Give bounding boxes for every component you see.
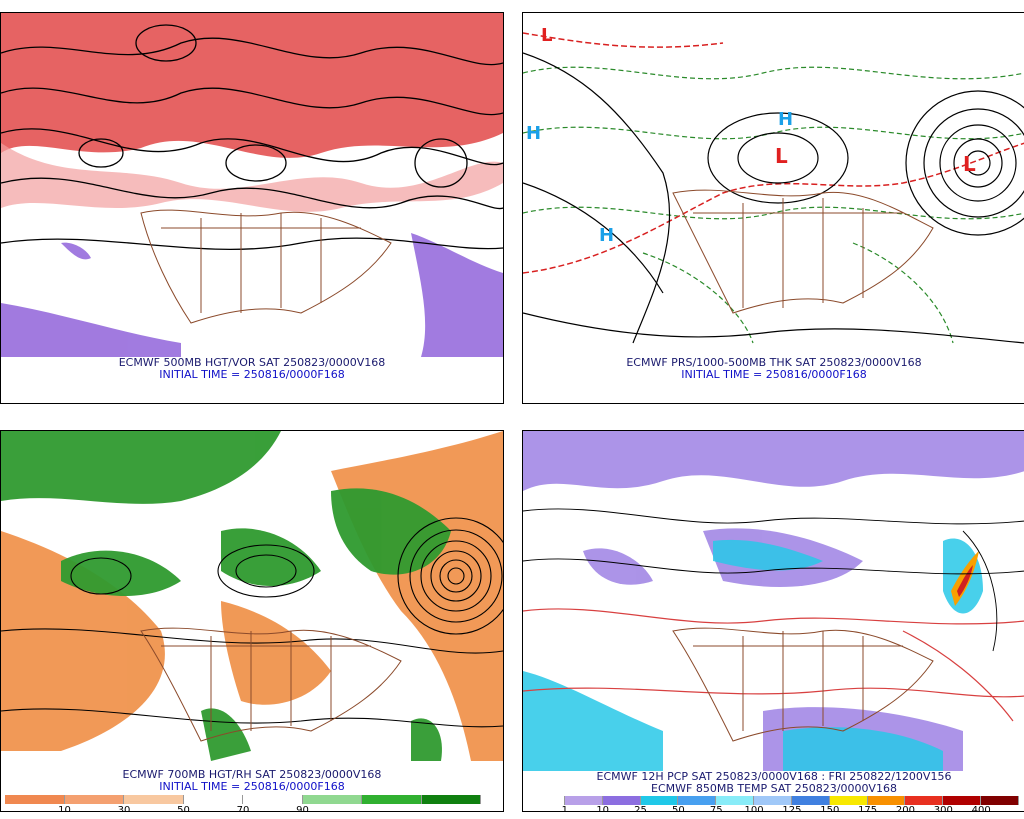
colorbar-tick-label: 150 — [820, 805, 840, 812]
colorbar-tick-label: 50 — [672, 805, 685, 812]
caption-line1: ECMWF PRS/1000-500MB THK SAT 250823/0000… — [626, 356, 922, 369]
vorticity-map — [1, 13, 503, 357]
colorbar-swatch — [64, 795, 124, 804]
svg-text:L: L — [963, 152, 976, 176]
colorbar-tick-label: 30 — [117, 805, 131, 812]
colorbar-tick-label: 90 — [296, 805, 309, 812]
colorbar-swatch — [905, 796, 944, 805]
colorbar-tick-label: 25 — [634, 805, 647, 812]
svg-text:L: L — [775, 144, 788, 168]
caption-line2: INITIAL TIME = 250816/0000F168 — [681, 368, 867, 381]
precip-map — [523, 431, 1024, 771]
panel-700mb-rh: ECMWF 700MB HGT/RH SAT 250823/0000V168 I… — [0, 430, 504, 812]
colorbar-tick-label: 200 — [895, 805, 915, 812]
colorbar-swatch — [243, 795, 303, 804]
colorbar-swatch — [678, 796, 717, 805]
colorbar-tick-label: 400 — [971, 805, 991, 812]
colorbar-tick-label: 1 — [561, 805, 569, 812]
colorbar-swatch — [183, 795, 243, 804]
caption-line2: ECMWF 850MB TEMP SAT 250823/0000V168 — [651, 782, 897, 795]
colorbar-tick-label: 50 — [177, 805, 190, 812]
colorbar-tick-label: 100 — [744, 805, 764, 812]
caption-line1: ECMWF 500MB HGT/VOR SAT 250823/0000V168 — [118, 356, 386, 369]
svg-text:H: H — [778, 109, 793, 130]
high-pressure-label: H — [526, 123, 541, 144]
colorbar-swatch — [527, 796, 565, 805]
colorbar-tick-label: 75 — [709, 805, 723, 812]
colorbar-tick-label: 10 — [596, 805, 610, 812]
colorbar-swatch — [867, 796, 906, 805]
precip-colorbar — [527, 796, 1019, 805]
colorbar-swatch — [124, 795, 184, 804]
caption-line2: INITIAL TIME = 250816/0000F168 — [159, 780, 345, 793]
colorbar-swatch — [943, 796, 982, 805]
colorbar-swatch — [981, 796, 1019, 805]
caption-line1: ECMWF 700MB HGT/RH SAT 250823/0000V168 — [122, 768, 382, 781]
colorbar-swatch — [602, 796, 641, 805]
rh-colorbar — [5, 795, 481, 804]
colorbar-swatch — [362, 795, 422, 804]
colorbar-swatch — [829, 796, 868, 805]
panel-precip-temp: ECMWF 12H PCP SAT 250823/0000V168 : FRI … — [522, 430, 1024, 812]
colorbar-swatch — [716, 796, 755, 805]
colorbar-tick-label: 10 — [58, 805, 71, 812]
colorbar-tick-label: 125 — [782, 805, 802, 812]
colorbar-swatch — [640, 796, 679, 805]
colorbar-swatch — [754, 796, 792, 805]
rh-map — [1, 431, 503, 771]
colorbar-tick-label: 175 — [858, 805, 878, 812]
caption-line2: INITIAL TIME = 250816/0000F168 — [159, 368, 345, 381]
panel-500mb-vorticity: ECMWF 500MB HGT/VOR SAT 250823/0000V168 … — [0, 12, 504, 404]
colorbar-swatch — [421, 795, 481, 804]
panel-pressure-thickness: L L L H H H ECMWF PRS/1000-500MB THK SAT… — [522, 12, 1024, 404]
svg-text:H: H — [599, 225, 614, 246]
colorbar-swatch — [791, 796, 830, 805]
colorbar-swatch — [564, 796, 603, 805]
colorbar-tick-label: 70 — [236, 805, 250, 812]
caption-line1: ECMWF 12H PCP SAT 250823/0000V168 : FRI … — [596, 770, 952, 783]
colorbar-tick-label: 300 — [933, 805, 953, 812]
colorbar-swatch — [5, 795, 65, 804]
colorbar-swatch — [302, 795, 362, 804]
pressure-map: L L L H H H — [523, 13, 1024, 357]
low-pressure-label: L — [541, 25, 552, 46]
